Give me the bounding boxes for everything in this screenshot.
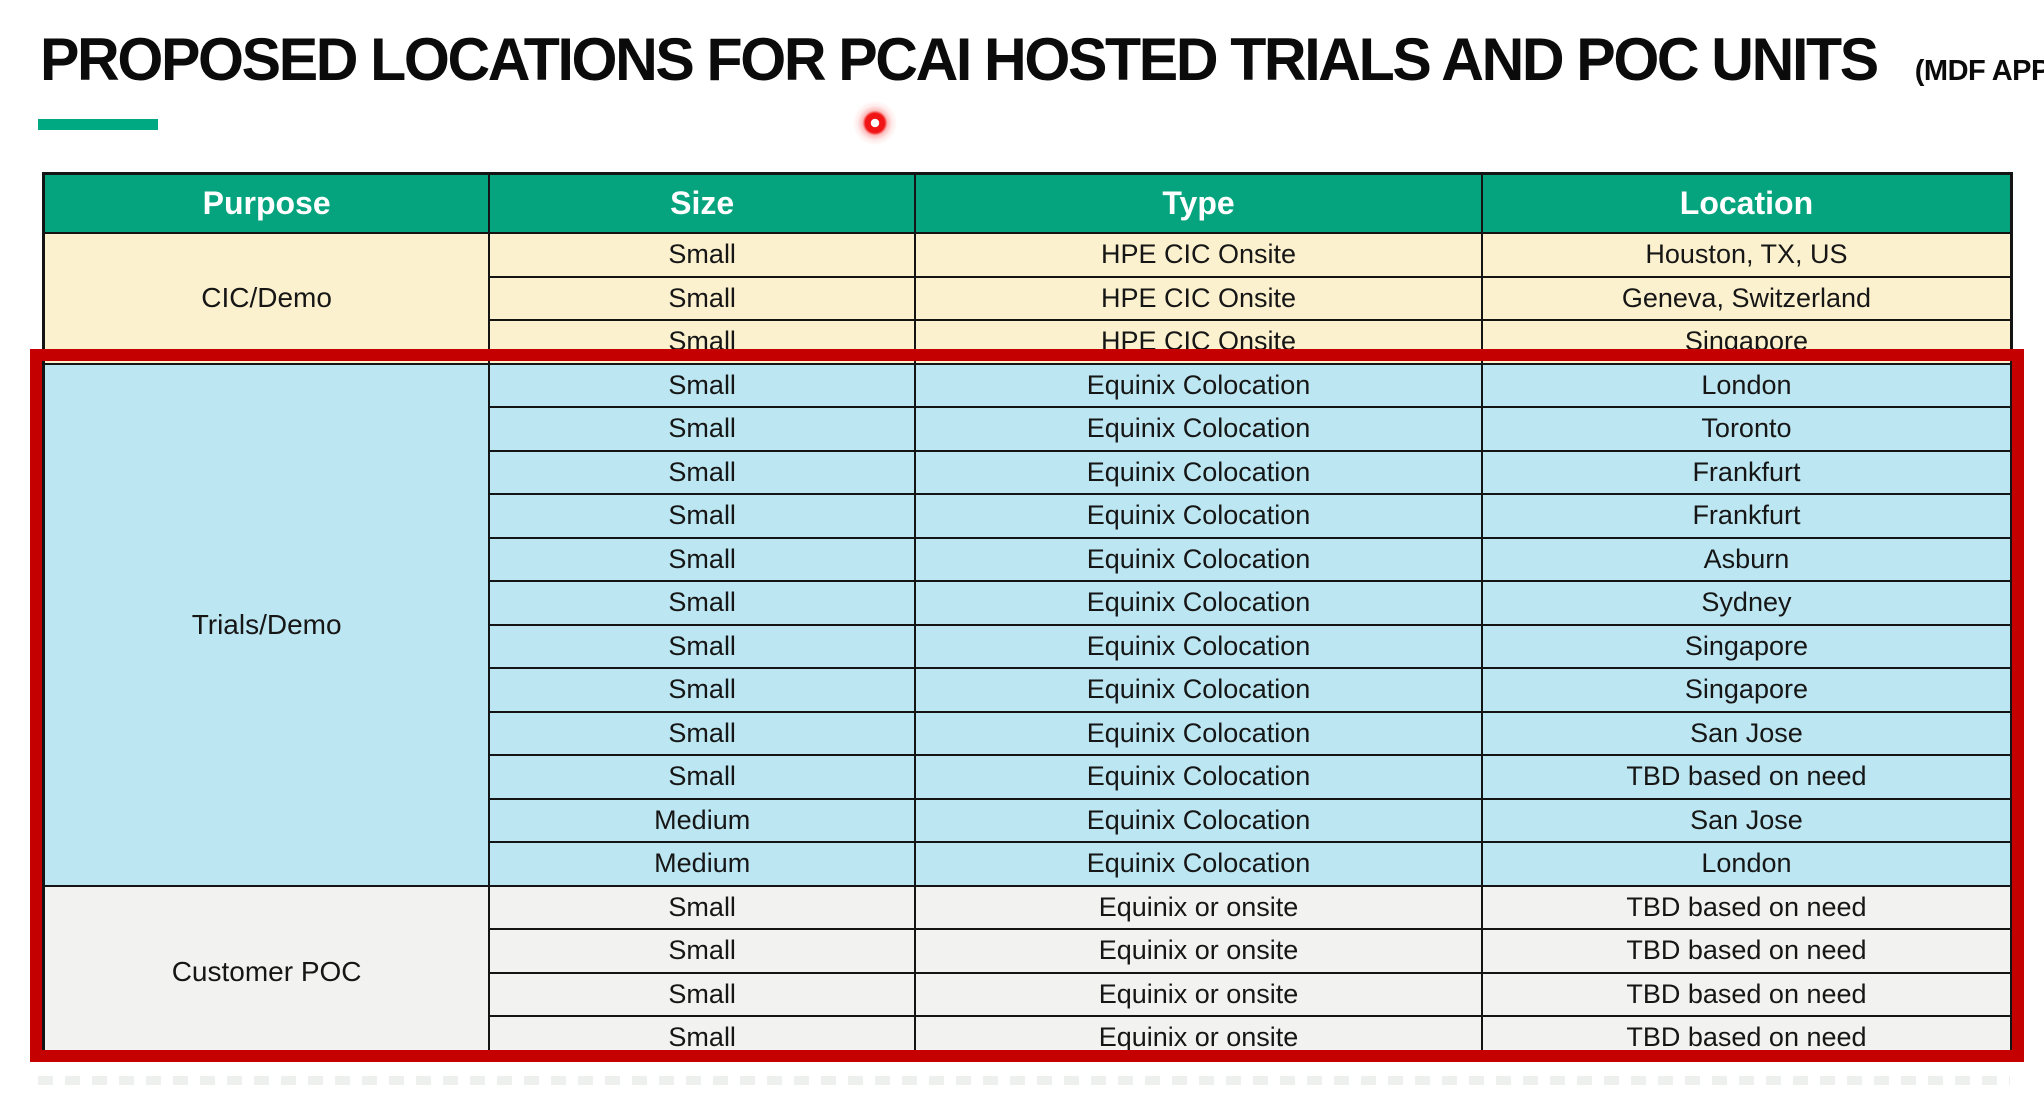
section-customer-poc: Customer POC Small Equinix or onsite TBD… — [42, 884, 2013, 1061]
bottom-dashed-line — [38, 1076, 2010, 1085]
locations-table: Purpose Size Type Location CIC/Demo Smal… — [42, 172, 2013, 1061]
table-header: Purpose Size Type Location — [42, 172, 2013, 234]
purpose-cell-customer-poc: Customer POC — [42, 884, 491, 1061]
table-row: Small Equinix Colocation Frankfurt — [44, 493, 2013, 539]
cell-type: Equinix Colocation — [914, 667, 1483, 713]
cell-size: Small — [488, 667, 917, 713]
cell-location: TBD based on need — [1480, 928, 2013, 974]
header-location: Location — [1480, 172, 2013, 234]
cell-size: Medium — [488, 841, 917, 887]
cell-size: Small — [488, 449, 917, 495]
cell-size: Small — [488, 319, 917, 365]
purpose-cell-cic-demo: CIC/Demo — [42, 232, 491, 365]
cell-type: Equinix or onsite — [914, 928, 1483, 974]
header-purpose: Purpose — [42, 172, 491, 234]
cell-size: Small — [488, 710, 917, 756]
cell-type: Equinix Colocation — [914, 406, 1483, 452]
cell-size: Medium — [488, 797, 917, 843]
table-row: Small Equinix Colocation San Jose — [44, 710, 2013, 756]
cell-location: Houston, TX, US — [1480, 232, 2013, 278]
cell-location: Sydney — [1480, 580, 2013, 626]
cell-location: TBD based on need — [1480, 754, 2013, 800]
cell-size: Small — [488, 971, 917, 1017]
header-size: Size — [488, 172, 917, 234]
cell-location: Singapore — [1480, 319, 2013, 365]
cell-type: HPE CIC Onsite — [914, 232, 1483, 278]
cell-location: Singapore — [1480, 623, 2013, 669]
cell-location: TBD based on need — [1480, 1015, 2013, 1061]
table-row: Small Equinix Colocation Singapore — [44, 623, 2013, 669]
table-row: Small Equinix Colocation Frankfurt — [44, 449, 2013, 495]
cell-location: Frankfurt — [1480, 493, 2013, 539]
table-row: Trials/Demo Small Equinix Colocation Lon… — [42, 362, 2013, 887]
cell-type: Equinix or onsite — [914, 971, 1483, 1017]
cell-type: Equinix Colocation — [914, 841, 1483, 887]
cell-type: Equinix Colocation — [914, 710, 1483, 756]
cell-type: Equinix Colocation — [914, 580, 1483, 626]
table-row: Small Equinix Colocation TBD based on ne… — [44, 754, 2013, 800]
table-row: Small HPE CIC Onsite Geneva, Switzerland — [44, 275, 2013, 321]
cell-type: Equinix Colocation — [914, 623, 1483, 669]
cell-size: Small — [488, 754, 917, 800]
cell-size: Small — [488, 275, 917, 321]
cell-location: Toronto — [1480, 406, 2013, 452]
laser-pointer-icon — [853, 101, 897, 145]
cell-location: TBD based on need — [1480, 971, 2013, 1017]
table-row: Customer POC Small Equinix or onsite TBD… — [42, 884, 2013, 1061]
table-row: Small Equinix Colocation Toronto — [44, 406, 2013, 452]
cell-size: Small — [488, 928, 917, 974]
cell-location: San Jose — [1480, 797, 2013, 843]
cell-type: Equinix Colocation — [914, 449, 1483, 495]
section-trials-demo: Trials/Demo Small Equinix Colocation Lon… — [42, 362, 2013, 887]
cell-size: Small — [488, 884, 917, 930]
cell-location: San Jose — [1480, 710, 2013, 756]
purpose-cell-trials-demo: Trials/Demo — [42, 362, 491, 887]
cell-type: Equinix or onsite — [914, 884, 1483, 930]
locations-table-wrapper: Purpose Size Type Location CIC/Demo Smal… — [42, 172, 2013, 1061]
cell-size: Small — [488, 623, 917, 669]
header-row: Purpose Size Type Location — [42, 172, 2013, 234]
cell-size: Small — [488, 580, 917, 626]
cell-type: Equinix Colocation — [914, 493, 1483, 539]
page-title-suffix: (MDF APPROVED) — [1914, 55, 2044, 87]
table-row: Small Equinix Colocation Singapore — [44, 667, 2013, 713]
cell-location: Singapore — [1480, 667, 2013, 713]
cell-type: Equinix Colocation — [914, 797, 1483, 843]
cell-type: Equinix or onsite — [914, 1015, 1483, 1061]
cell-size: Small — [488, 362, 917, 408]
cell-type: Equinix Colocation — [914, 362, 1483, 408]
cell-size: Small — [488, 232, 917, 278]
cell-type: Equinix Colocation — [914, 754, 1483, 800]
table-row: CIC/Demo Small HPE CIC Onsite Houston, T… — [42, 232, 2013, 365]
cell-location: Asburn — [1480, 536, 2013, 582]
cell-location: Frankfurt — [1480, 449, 2013, 495]
page-title-row: PROPOSED LOCATIONS FOR PCAI HOSTED TRIAL… — [40, 26, 2044, 93]
cell-location: London — [1480, 362, 2013, 408]
page-title: PROPOSED LOCATIONS FOR PCAI HOSTED TRIAL… — [40, 26, 1879, 93]
cell-location: Geneva, Switzerland — [1480, 275, 2013, 321]
cell-type: HPE CIC Onsite — [914, 319, 1483, 365]
cell-type: Equinix Colocation — [914, 536, 1483, 582]
cell-size: Small — [488, 536, 917, 582]
table-row: Small Equinix Colocation Asburn — [44, 536, 2013, 582]
cell-size: Small — [488, 493, 917, 539]
title-accent-bar — [38, 119, 158, 130]
table-row: Small Equinix or onsite TBD based on nee… — [44, 971, 2013, 1017]
table-row: Small Equinix Colocation Sydney — [44, 580, 2013, 626]
header-type: Type — [914, 172, 1483, 234]
cell-size: Small — [488, 406, 917, 452]
section-cic-demo: CIC/Demo Small HPE CIC Onsite Houston, T… — [42, 232, 2013, 365]
table-row: Medium Equinix Colocation London — [44, 841, 2013, 887]
table-row: Small Equinix or onsite TBD based on nee… — [44, 928, 2013, 974]
cell-location: TBD based on need — [1480, 884, 2013, 930]
table-row: Medium Equinix Colocation San Jose — [44, 797, 2013, 843]
cell-location: London — [1480, 841, 2013, 887]
cell-type: HPE CIC Onsite — [914, 275, 1483, 321]
cell-size: Small — [488, 1015, 917, 1061]
